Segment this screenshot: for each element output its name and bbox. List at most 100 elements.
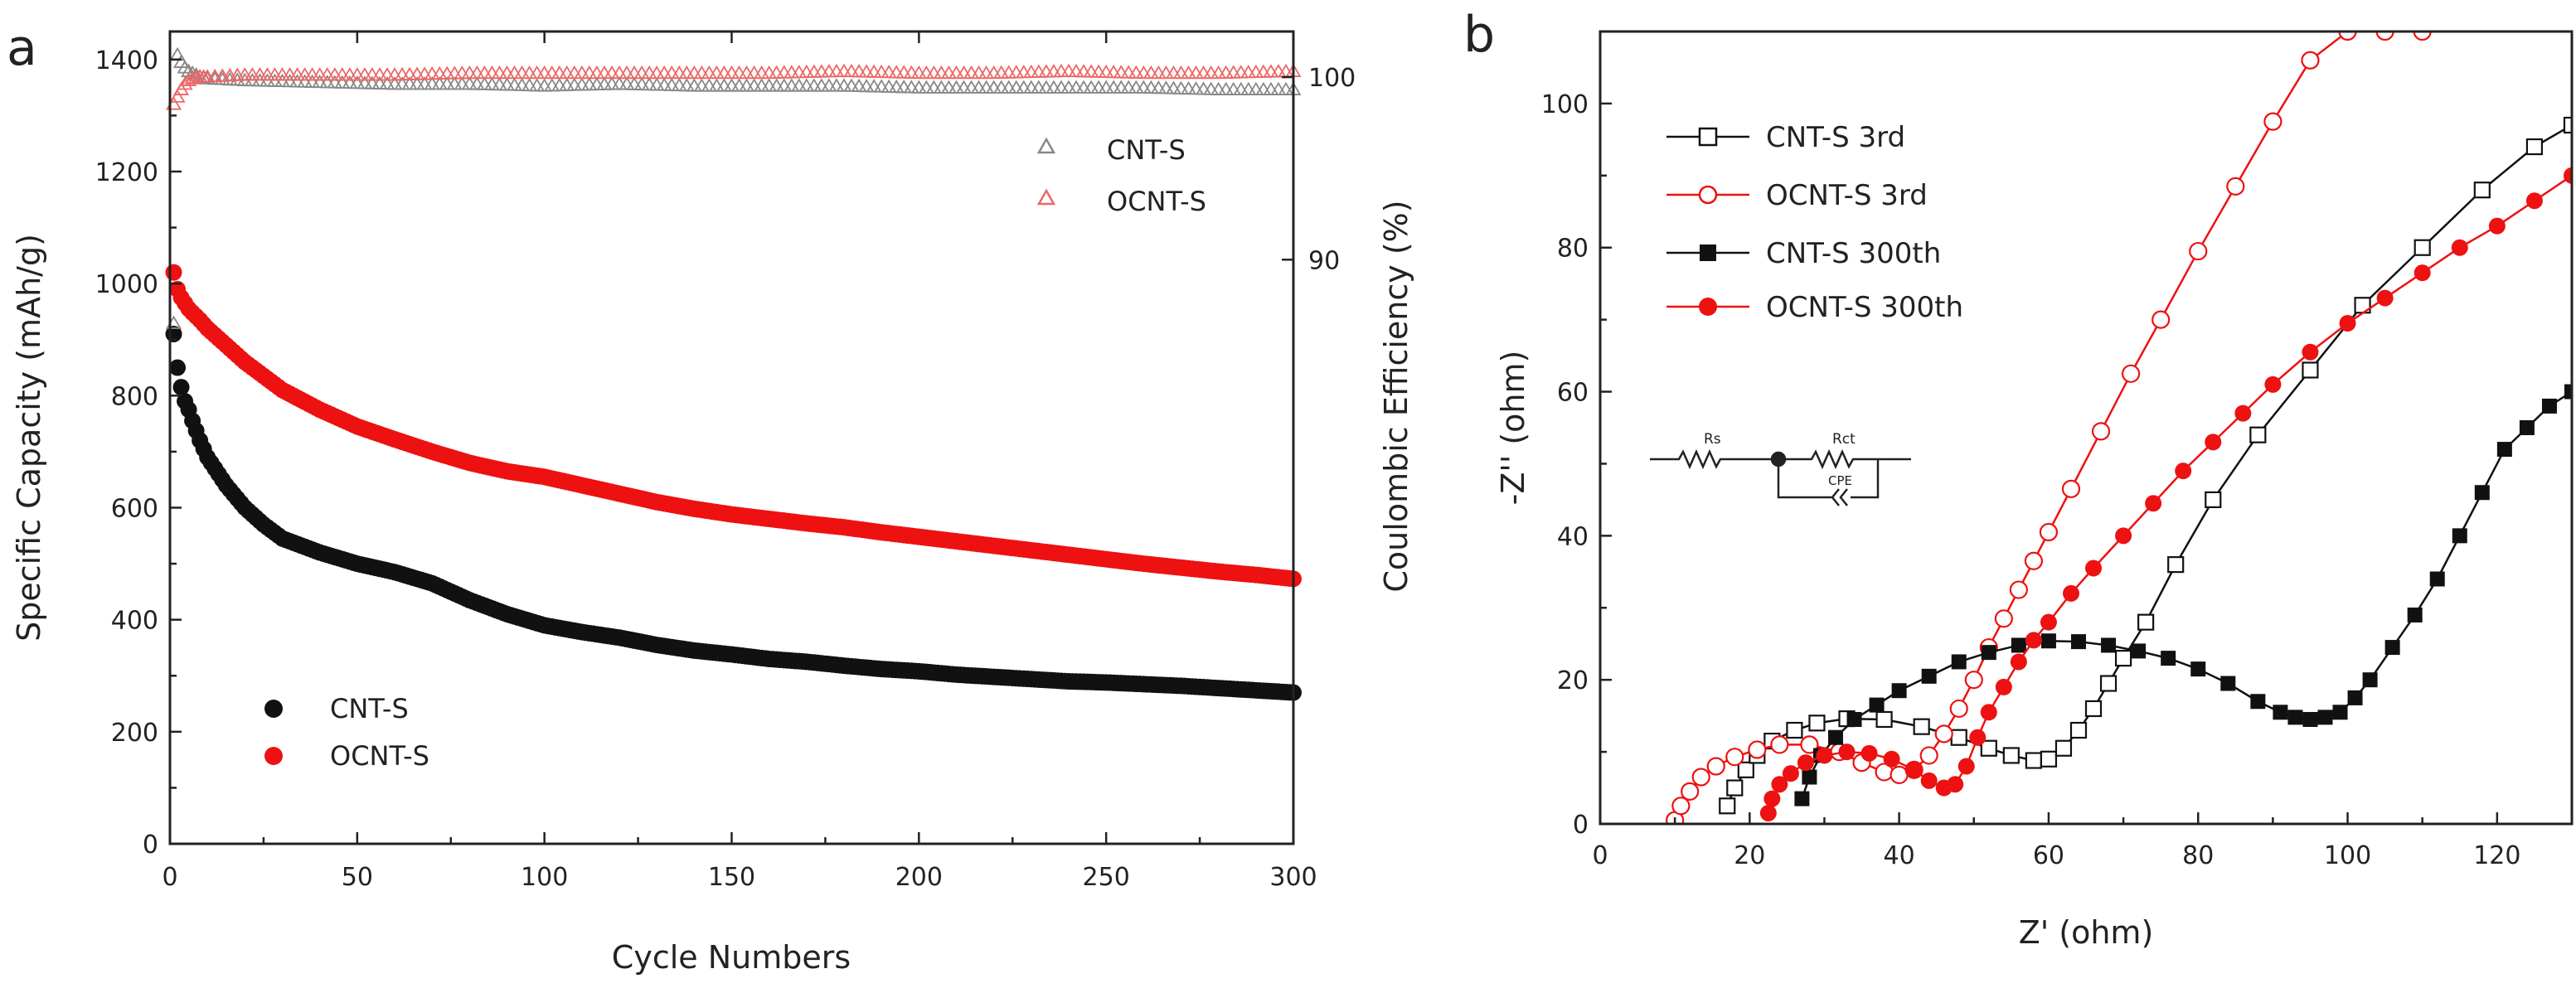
data-point-cnt-s-300th xyxy=(2101,637,2117,653)
y-right-tick-label: 90 xyxy=(1308,246,1340,275)
x-tick-label: 20 xyxy=(1734,841,1765,870)
efficiency-point-cnt-s xyxy=(851,78,867,93)
data-point-cnt-s-300th xyxy=(2250,694,2266,710)
legend-capacity-cnt-s: CNT-S xyxy=(330,693,409,724)
data-point-cnt-s-300th xyxy=(1891,683,1907,699)
circuit-label-rct: Rct xyxy=(1832,431,1856,448)
efficiency-point-cnt-s xyxy=(289,74,306,88)
data-point-cnt-s-300th xyxy=(2564,384,2572,400)
resistor-rs-icon xyxy=(1650,448,1778,470)
legend-capacity-ocnt-s: OCNT-S xyxy=(330,740,429,772)
data-point-ocnt-s-300th xyxy=(2175,463,2192,480)
data-point-cnt-s-300th xyxy=(2429,571,2445,587)
data-point-ocnt-s-300th xyxy=(1771,776,1788,793)
efficiency-point-cnt-s xyxy=(312,74,328,89)
data-point-cnt-s-300th xyxy=(2347,690,2363,705)
efficiency-point-cnt-s xyxy=(888,79,905,94)
panel-b-clipped-area xyxy=(1666,31,2572,824)
efficiency-point-cnt-s xyxy=(836,78,852,92)
panel-a-ylabel: Specific Capacity (mAh/g) xyxy=(11,234,47,642)
efficiency-point-cnt-s xyxy=(903,80,919,94)
panel-a-capacity-legend: CNT-S OCNT-S xyxy=(264,693,429,772)
y-right-tick-label: 100 xyxy=(1308,64,1356,93)
data-point-ocnt-s-3rd xyxy=(2301,51,2320,70)
data-point-ocnt-s-300th xyxy=(2302,343,2319,361)
legend-efficiency-ocnt-s: OCNT-S xyxy=(1107,186,1206,217)
efficiency-point-cnt-s xyxy=(1165,80,1182,94)
efficiency-point-cnt-s xyxy=(371,75,388,90)
data-point-cnt-s-300th xyxy=(2519,420,2535,435)
efficiency-point-ocnt-s xyxy=(880,64,897,79)
efficiency-point-ocnt-s xyxy=(843,63,860,78)
efficiency-point-cnt-s xyxy=(633,76,650,91)
data-point-ocnt-s-3rd xyxy=(2061,479,2081,498)
panel-b-plot-marks xyxy=(1666,31,2572,824)
efficiency-point-cnt-s xyxy=(491,76,508,91)
efficiency-point-cnt-s xyxy=(1180,80,1197,95)
efficiency-point-cnt-s xyxy=(461,76,478,90)
data-point-cnt-s-3rd xyxy=(2563,116,2572,134)
efficiency-point-cnt-s xyxy=(274,73,291,88)
efficiency-point-cnt-s xyxy=(281,74,298,88)
data-point-cnt-s-3rd xyxy=(2069,721,2088,739)
data-point-cnt-s-300th xyxy=(1846,711,1862,727)
data-point-cnt-s-3rd xyxy=(2473,182,2491,199)
data-point-cnt-s-3rd xyxy=(2525,138,2544,156)
efficiency-point-cnt-s xyxy=(364,75,381,90)
data-point-ocnt-s-3rd xyxy=(2226,177,2245,196)
data-point-cnt-s-3rd xyxy=(2167,556,2185,574)
data-point-ocnt-s-3rd xyxy=(1949,699,1968,719)
data-point-cnt-s-3rd xyxy=(1950,729,1967,746)
data-point-cnt-s-300th xyxy=(1921,668,1937,684)
data-point-ocnt-s-300th xyxy=(1883,750,1900,768)
data-point-cnt-s-300th xyxy=(2273,705,2288,720)
capacity-point-ocnt-s xyxy=(165,264,182,281)
y-tick-label: 0 xyxy=(143,831,158,860)
efficiency-point-ocnt-s xyxy=(1068,63,1084,78)
efficiency-point-cnt-s xyxy=(641,76,657,91)
data-point-cnt-s-3rd xyxy=(1726,779,1744,797)
series-ocnt-s-3rd xyxy=(1666,31,2432,824)
series-cnt-s-3rd xyxy=(1719,116,2572,815)
data-point-ocnt-s-300th xyxy=(2564,167,2572,184)
y-tick-label: 80 xyxy=(1557,235,1589,264)
data-point-ocnt-s-300th xyxy=(1905,761,1923,778)
data-point-cnt-s-300th xyxy=(2384,640,2400,656)
data-point-ocnt-s-3rd xyxy=(1691,768,1710,787)
data-point-ocnt-s-300th xyxy=(1838,744,1856,761)
y-tick-label: 600 xyxy=(111,494,158,523)
data-point-ocnt-s-3rd xyxy=(1671,797,1691,816)
efficiency-point-cnt-s xyxy=(1135,80,1152,94)
data-point-ocnt-s-300th xyxy=(1947,776,1964,793)
x-tick-label: 40 xyxy=(1884,841,1915,870)
panel-a-letter: a xyxy=(7,19,37,77)
data-point-cnt-s-300th xyxy=(2287,710,2303,725)
efficiency-point-ocnt-s xyxy=(169,89,186,103)
x-tick-label: 200 xyxy=(895,863,943,892)
data-point-ocnt-s-300th xyxy=(1860,744,1878,762)
data-point-cnt-s-300th xyxy=(2040,633,2056,649)
efficiency-point-ocnt-s xyxy=(873,64,890,79)
data-point-cnt-s-300th xyxy=(2452,528,2467,544)
x-tick-label: 120 xyxy=(2473,841,2520,870)
data-point-ocnt-s-300th xyxy=(1816,747,1833,764)
data-point-ocnt-s-300th xyxy=(1995,678,2012,695)
legend-open-square-icon xyxy=(1698,127,1718,147)
x-tick-label: 150 xyxy=(708,863,755,892)
efficiency-point-cnt-s xyxy=(656,77,672,91)
efficiency-point-cnt-s xyxy=(513,77,531,91)
x-tick-label: 60 xyxy=(2033,841,2064,870)
efficiency-point-cnt-s xyxy=(873,79,890,93)
efficiency-point-cnt-s xyxy=(1150,80,1167,94)
data-point-ocnt-s-300th xyxy=(1782,765,1799,782)
efficiency-point-ocnt-s xyxy=(1098,64,1114,79)
x-tick-label: 100 xyxy=(2324,841,2371,870)
data-point-ocnt-s-3rd xyxy=(2413,31,2432,41)
data-point-ocnt-s-300th xyxy=(1957,758,1975,775)
data-point-cnt-s-3rd xyxy=(2002,747,2020,764)
data-point-cnt-s-3rd xyxy=(2114,650,2132,667)
data-point-cnt-s-300th xyxy=(1951,654,1967,670)
legend-ocnt-s-300th: OCNT-S 300th xyxy=(1766,291,1963,324)
data-point-cnt-s-3rd xyxy=(1786,721,1803,739)
